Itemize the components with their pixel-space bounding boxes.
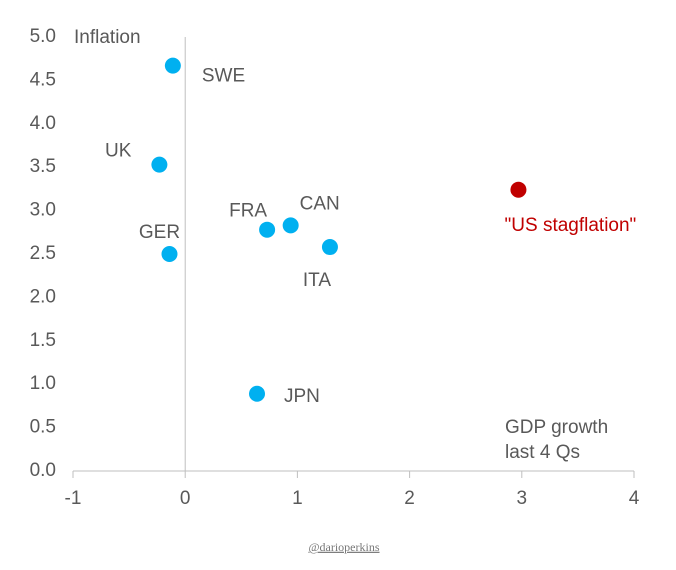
point — [510, 181, 527, 198]
point — [249, 385, 266, 402]
y-tick-label: 2.0 — [30, 286, 56, 307]
point-label: JPN — [284, 386, 320, 407]
point-label: FRA — [229, 201, 267, 222]
y-tick-label: 2.5 — [30, 243, 56, 264]
y-axis-label: Inflation — [74, 27, 141, 48]
x-tick-label: 3 — [517, 488, 528, 509]
y-tick-label: 0.0 — [30, 460, 56, 481]
point — [321, 239, 338, 256]
y-tick-label: 3.0 — [30, 200, 56, 221]
point-label: GER — [139, 222, 180, 243]
y-tick-label: 0.5 — [30, 417, 56, 438]
point — [161, 246, 178, 262]
y-tick-label: 4.0 — [30, 113, 56, 134]
point-label: ITA — [303, 270, 331, 291]
point — [151, 156, 168, 173]
point-label: UK — [105, 141, 132, 162]
y-tick-label: 5.0 — [30, 26, 56, 47]
point-label: "US stagflation" — [505, 215, 637, 236]
point — [259, 221, 276, 238]
point-label: SWE — [202, 66, 245, 87]
y-tick-label: 1.5 — [30, 330, 56, 351]
x-axis-label: GDP growth — [505, 417, 608, 438]
x-tick-label: 4 — [629, 488, 640, 509]
x-tick-label: 1 — [292, 488, 303, 509]
x-tick-label: 2 — [404, 488, 415, 509]
y-tick-label: 1.0 — [30, 373, 56, 394]
x-axis-label: last 4 Qs — [505, 442, 580, 463]
point — [164, 57, 181, 74]
x-tick-label: -1 — [65, 488, 82, 509]
point-label: CAN — [300, 193, 340, 214]
point — [282, 217, 299, 234]
x-tick-label: 0 — [180, 488, 191, 509]
source: @darioperkins — [308, 540, 379, 554]
y-tick-label: 3.5 — [30, 156, 56, 177]
y-tick-label: 4.5 — [30, 69, 56, 90]
